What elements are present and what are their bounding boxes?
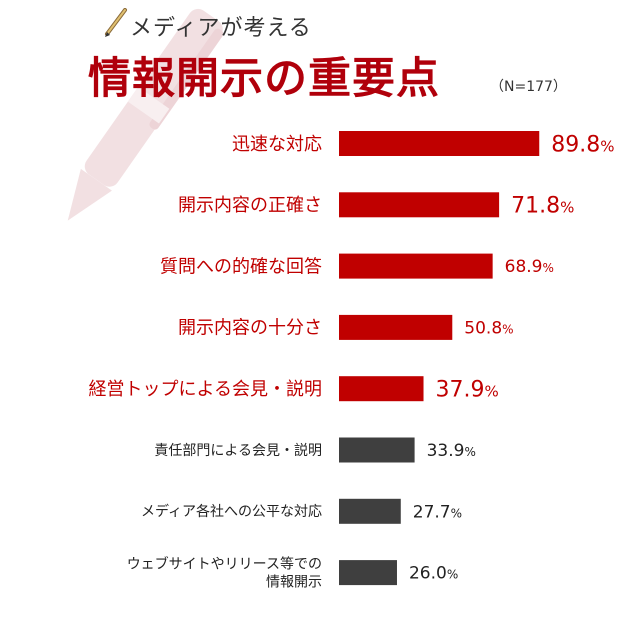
bar-6 [339,498,401,524]
bar-7 [339,560,397,586]
value-label-3: 50.8% [464,319,513,339]
bar-1 [339,192,500,218]
chart-title: 情報開示の重要点 [88,54,440,104]
sample-size: （N=177） [490,79,567,95]
chart-subtitle: メディアが考える [130,16,312,41]
category-label-3: 開示内容の十分さ [178,318,322,339]
category-label-7: ウェブサイトやリリース等での情報開示 [127,556,322,591]
pen-illustration [67,8,224,221]
pen-icon [105,8,127,37]
value-label-0: 89.8% [551,132,614,157]
bar-5 [339,437,415,463]
category-label-1: 開示内容の正確さ [178,195,322,216]
value-label-4: 37.9% [436,378,499,403]
bar-3 [339,314,453,340]
bar-4 [339,376,424,402]
category-label-6: メディア各社への公平な対応 [141,503,322,520]
pen-band [127,86,170,124]
bar-2 [339,253,493,279]
value-label-2: 68.9% [505,257,554,277]
pen-clip [149,28,224,130]
value-label-1: 71.8% [511,194,574,219]
value-label-6: 27.7% [413,502,462,522]
bar-0 [339,131,540,156]
pen-tip [67,168,112,221]
category-label-4: 経営トップによる会見・説明 [89,379,322,400]
value-label-5: 33.9% [427,441,476,461]
category-label-0: 迅速な対応 [232,134,322,155]
category-label-5: 責任部門による会見・説明 [154,443,322,459]
value-label-7: 26.0% [409,564,458,584]
category-label-2: 質問への的確な回答 [160,256,322,277]
